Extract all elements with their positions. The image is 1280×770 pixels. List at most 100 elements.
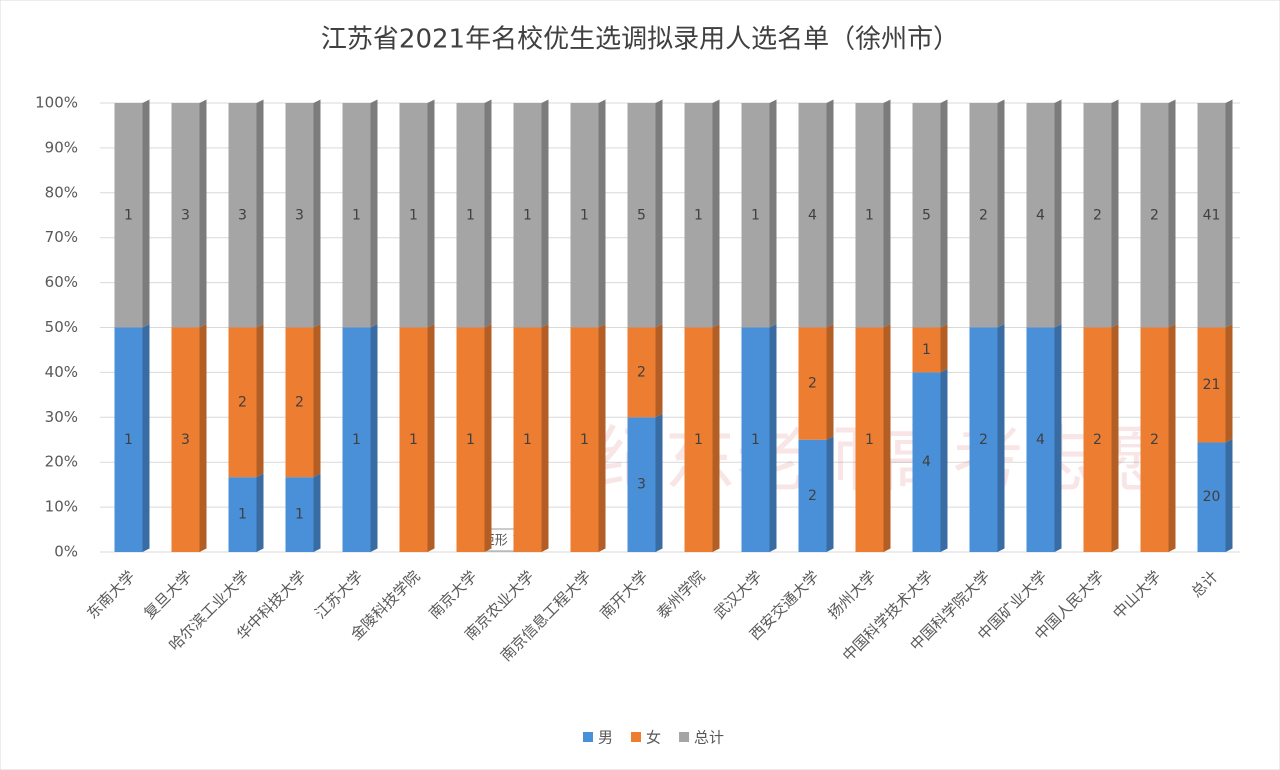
data-label: 3 xyxy=(181,207,190,223)
legend-swatch xyxy=(679,732,690,742)
bar-segment xyxy=(1197,99,1233,328)
data-label: 1 xyxy=(238,507,247,523)
y-tick-label: 40% xyxy=(45,363,78,381)
bar-segment xyxy=(570,324,606,552)
bar xyxy=(456,103,485,328)
bar xyxy=(741,327,770,552)
bar-segment xyxy=(342,99,378,328)
bar-side xyxy=(256,473,264,552)
data-label: 1 xyxy=(580,432,589,448)
bar xyxy=(342,103,371,328)
bar-segment xyxy=(456,324,492,552)
bar xyxy=(912,103,941,328)
bar xyxy=(1140,327,1169,552)
bar xyxy=(399,103,428,328)
bar-segment xyxy=(684,99,720,328)
data-label: 3 xyxy=(238,207,247,223)
bar-segment xyxy=(741,324,777,552)
data-label: 4 xyxy=(922,454,931,470)
bar xyxy=(912,327,941,373)
bar-side xyxy=(313,99,321,328)
bar xyxy=(1197,327,1226,443)
bar xyxy=(285,103,314,328)
y-tick-label: 70% xyxy=(45,228,78,246)
data-label: 2 xyxy=(979,207,988,223)
data-label: 1 xyxy=(694,432,703,448)
bar-segment xyxy=(513,324,549,552)
bar-side xyxy=(427,99,435,328)
bar-segment xyxy=(1026,324,1062,552)
bar-side xyxy=(598,324,606,552)
bar-side xyxy=(1225,99,1233,328)
bar-side xyxy=(1225,324,1233,443)
bar-side xyxy=(1054,324,1062,552)
bar-segment xyxy=(285,324,321,478)
data-label: 3 xyxy=(295,207,304,223)
bar xyxy=(285,327,314,478)
bar-segment xyxy=(1083,324,1119,552)
data-label: 1 xyxy=(409,432,418,448)
bar xyxy=(513,327,542,552)
bar-segment xyxy=(399,99,435,328)
bar xyxy=(969,327,998,552)
bar xyxy=(570,327,599,552)
bar-segment xyxy=(342,324,378,552)
bar-segment xyxy=(171,99,207,328)
bar-segment xyxy=(855,324,891,552)
data-label: 2 xyxy=(637,364,646,380)
bar-side xyxy=(484,324,492,552)
bar-side xyxy=(541,99,549,328)
data-label: 2 xyxy=(1150,432,1159,448)
data-label: 1 xyxy=(865,207,874,223)
y-tick-label: 20% xyxy=(45,453,78,471)
bar-segment xyxy=(855,99,891,328)
data-label: 4 xyxy=(808,207,817,223)
bar-segment xyxy=(627,99,663,328)
bar-segment xyxy=(456,99,492,328)
bar-side xyxy=(199,99,207,328)
y-tick-label: 30% xyxy=(45,408,78,426)
bar-segment xyxy=(912,99,948,328)
bar-segment xyxy=(1026,99,1062,328)
data-label: 1 xyxy=(124,207,133,223)
y-tick-label: 90% xyxy=(45,138,78,156)
bar xyxy=(114,103,143,328)
bar-segment xyxy=(1140,324,1176,552)
bar-side xyxy=(940,368,948,552)
data-label: 1 xyxy=(466,207,475,223)
bar xyxy=(627,327,656,418)
bar-side xyxy=(1054,99,1062,328)
bar-side xyxy=(769,324,777,552)
data-label: 20 xyxy=(1203,489,1221,505)
bar-side xyxy=(655,324,663,418)
bar-side xyxy=(997,99,1005,328)
bar-side xyxy=(883,99,891,328)
data-label: 1 xyxy=(922,342,931,358)
legend-label: 总计 xyxy=(694,729,724,747)
bar-side xyxy=(313,324,321,478)
bar-segment xyxy=(228,324,264,478)
bar xyxy=(285,477,314,552)
bar-segment xyxy=(285,473,321,552)
bar xyxy=(1026,103,1055,328)
bar xyxy=(570,103,599,328)
bar-side xyxy=(712,99,720,328)
bar-side xyxy=(370,99,378,328)
bar-side xyxy=(370,324,378,552)
data-label: 5 xyxy=(922,207,931,223)
legend-swatch xyxy=(583,732,593,742)
bar-segment xyxy=(627,324,663,418)
bar-side xyxy=(769,99,777,328)
bar-segment xyxy=(228,99,264,328)
bar-side xyxy=(598,99,606,328)
bar xyxy=(684,103,713,328)
data-label: 1 xyxy=(409,207,418,223)
bar xyxy=(1083,103,1112,328)
bar-side xyxy=(997,324,1005,552)
bar xyxy=(855,327,884,552)
bar-side xyxy=(940,99,948,328)
data-label: 2 xyxy=(1093,207,1102,223)
bar-side xyxy=(655,99,663,328)
bar-segment xyxy=(114,324,150,552)
